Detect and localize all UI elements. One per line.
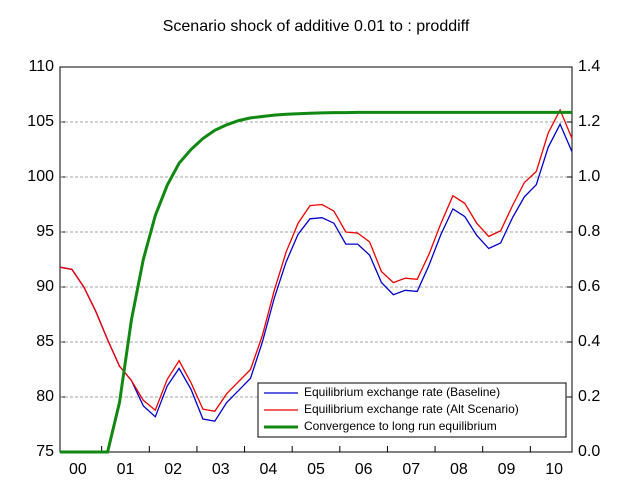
x-tick-label: 04: [259, 461, 277, 478]
plot-frame: [59, 66, 573, 453]
y2-tick-label: 0.6: [578, 278, 600, 295]
y-tick-label: 110: [28, 58, 54, 75]
x-tick-label: 09: [498, 461, 516, 478]
legend-box: [257, 382, 567, 438]
y2-tick-label: 1.2: [578, 113, 600, 130]
y-tick-label: 105: [27, 113, 54, 130]
y-tick-label: 95: [36, 223, 54, 240]
y2-tick-label: 0.2: [578, 388, 600, 405]
y-tick-label: 85: [36, 333, 54, 350]
x-tick-label: 00: [69, 461, 87, 478]
y2-tick-label: 0.0: [578, 443, 600, 460]
y-tick-label: 80: [36, 388, 54, 405]
series-line: [59, 108, 573, 413]
series-line: [59, 122, 573, 422]
y-tick-label: 100: [27, 168, 54, 185]
chart-title: Scenario shock of additive 0.01 to : pro…: [163, 18, 470, 35]
y2-tick-label: 0.8: [578, 223, 600, 240]
x-tick-label: 08: [450, 461, 468, 478]
x-tick-label: 05: [307, 461, 325, 478]
y2-tick-label: 0.4: [578, 333, 600, 350]
x-tick-label: 02: [164, 461, 182, 478]
legend-label: Equilibrium exchange rate (Baseline): [304, 385, 500, 399]
x-tick-label: 10: [545, 461, 563, 478]
y-tick-label: 75: [36, 443, 54, 460]
y2-tick-label: 1.4: [578, 58, 600, 75]
legend-label: Equilibrium exchange rate (Alt Scenario): [304, 402, 519, 416]
x-tick-label: 06: [355, 461, 373, 478]
x-tick-label: 03: [212, 461, 230, 478]
x-tick-label: 01: [117, 461, 135, 478]
y-tick-label: 90: [36, 278, 54, 295]
x-tick-label: 07: [402, 461, 420, 478]
y2-tick-label: 1.0: [578, 168, 600, 185]
legend: Equilibrium exchange rate (Baseline) Equi…: [257, 382, 567, 438]
series-line: [60, 110, 572, 454]
legend-label: Convergence to long run equilibrium: [304, 419, 497, 433]
